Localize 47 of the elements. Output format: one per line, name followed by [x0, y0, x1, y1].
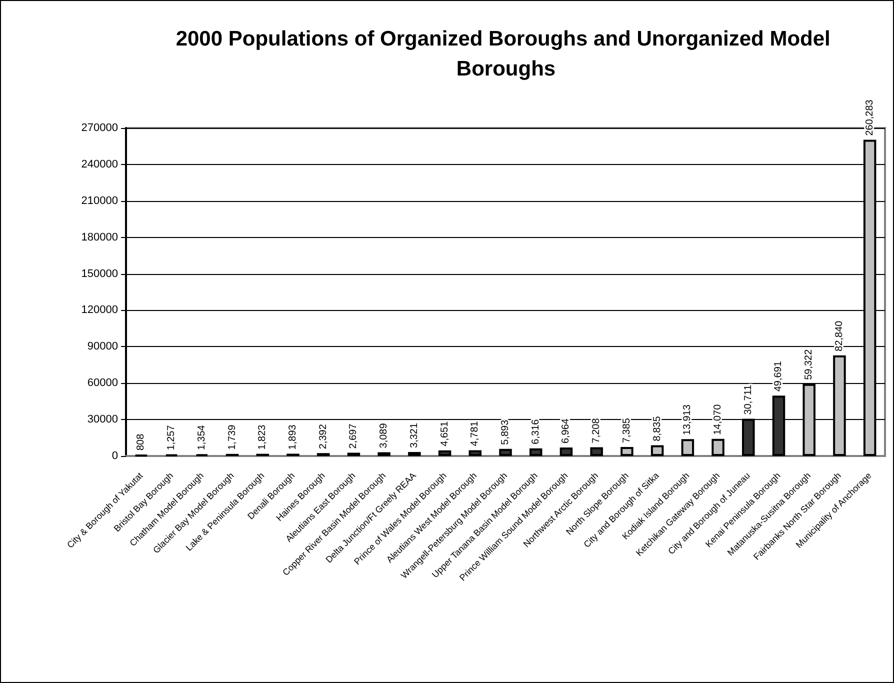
bar — [681, 439, 694, 456]
data-label: 3,089 — [378, 422, 390, 448]
y-tick-label: 0 — [112, 450, 118, 462]
y-tick-label: 30000 — [87, 414, 118, 426]
data-label: 2,392 — [318, 424, 329, 450]
data-label: 49,691 — [773, 360, 784, 392]
bar — [438, 450, 452, 456]
bar — [468, 450, 482, 456]
data-label: 6,964 — [560, 418, 572, 444]
bar — [499, 448, 512, 456]
data-label: 260,283 — [864, 99, 876, 136]
bar — [650, 445, 664, 456]
bar — [712, 438, 724, 456]
y-tick-label: 180000 — [81, 231, 118, 244]
data-label: 1,739 — [226, 424, 238, 450]
y-tick-label: 240000 — [81, 158, 118, 170]
y-tick-label: 150000 — [81, 268, 118, 280]
y-tick-label: 210000 — [81, 194, 118, 207]
bar — [408, 452, 421, 456]
data-label: 1,823 — [257, 424, 268, 450]
data-label: 8,835 — [652, 416, 663, 442]
data-label: 14,070 — [712, 404, 724, 435]
data-label: 82,840 — [834, 320, 845, 352]
data-label: 1,354 — [196, 424, 208, 450]
data-label: 30,711 — [742, 384, 754, 415]
data-label: 13,913 — [682, 404, 694, 436]
chart-title: 2000 Populations of Organized Boroughs and Unorganized Model Boroughs — [176, 28, 836, 80]
data-label: 59,322 — [804, 348, 815, 380]
bar — [620, 447, 634, 456]
data-label: 7,208 — [591, 418, 602, 444]
data-label: 2,697 — [348, 423, 360, 449]
data-label: 5,893 — [500, 419, 511, 445]
data-label: 7,385 — [621, 418, 632, 444]
data-label: 808 — [136, 433, 147, 451]
bar — [529, 448, 542, 456]
y-tick-label: 90000 — [87, 340, 118, 353]
data-label: 1,893 — [287, 424, 298, 450]
bar — [560, 448, 573, 456]
data-label: 4,651 — [439, 420, 450, 446]
bar — [590, 447, 603, 456]
data-label: 4,781 — [470, 420, 481, 446]
y-tick-label: 60000 — [87, 377, 118, 390]
data-label: 6,316 — [530, 418, 542, 444]
data-label: 1,257 — [166, 424, 178, 450]
y-tick-label: 120000 — [81, 304, 118, 316]
y-tick-label: 270000 — [81, 122, 118, 134]
data-label: 3,321 — [408, 422, 420, 448]
